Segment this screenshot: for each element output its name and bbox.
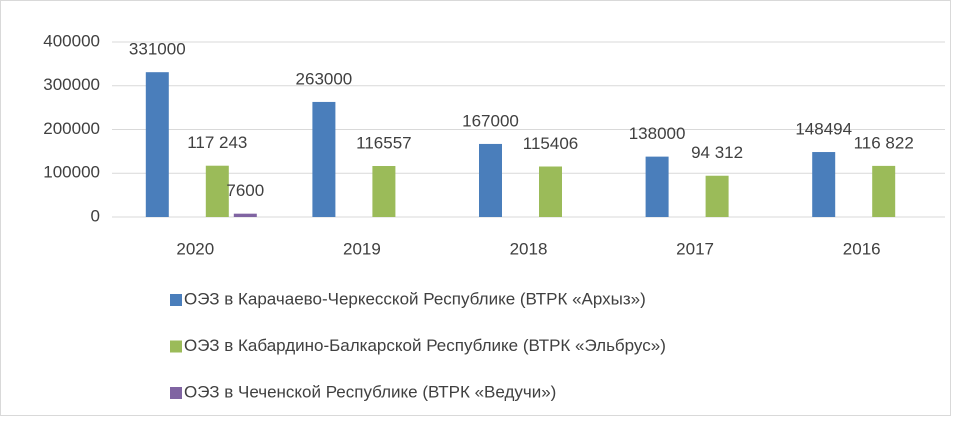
data-label: 263000: [296, 69, 353, 88]
legend-swatch: [170, 387, 182, 399]
y-tick-label: 100000: [43, 163, 100, 182]
bar: [479, 143, 502, 217]
bar: [872, 165, 896, 217]
data-label: 331000: [129, 40, 186, 59]
legend-swatch: [170, 294, 182, 306]
y-tick-label: 300000: [43, 75, 100, 94]
bar: [233, 213, 257, 217]
y-tick-label: 400000: [43, 31, 100, 50]
y-tick-label: 0: [91, 206, 100, 225]
data-label: 7600: [226, 181, 264, 200]
data-label: 117 243: [187, 133, 247, 152]
legend-swatch: [170, 340, 182, 353]
data-label: 94 312: [691, 143, 743, 162]
bar: [205, 165, 229, 217]
x-tick-label: 2020: [176, 239, 214, 258]
legend-label: ОЭЗ в Чеченской Республике (ВТРК «Ведучи…: [184, 382, 556, 401]
bar: [312, 101, 336, 217]
bar: [645, 156, 669, 217]
legend-label: ОЭЗ в Карачаево-Черкесской Республике (В…: [184, 289, 646, 308]
data-label: 116557: [356, 133, 411, 152]
data-label: 115406: [523, 134, 578, 153]
x-tick-label: 2017: [676, 239, 714, 258]
y-tick-label: 200000: [43, 119, 100, 138]
bar: [372, 166, 396, 217]
bar: [705, 175, 729, 217]
bar: [539, 166, 562, 217]
data-label: 138000: [629, 124, 686, 143]
data-label: 167000: [462, 111, 519, 130]
legend-label: ОЭЗ в Кабардино-Балкарской Республике (В…: [184, 336, 666, 355]
x-tick-label: 2019: [343, 239, 381, 258]
x-tick-label: 2018: [510, 239, 548, 258]
data-label: 116 822: [854, 133, 914, 152]
bar: [812, 152, 836, 217]
x-tick-label: 2016: [843, 239, 881, 258]
data-label: 148494: [795, 120, 852, 139]
bar: [145, 72, 169, 217]
